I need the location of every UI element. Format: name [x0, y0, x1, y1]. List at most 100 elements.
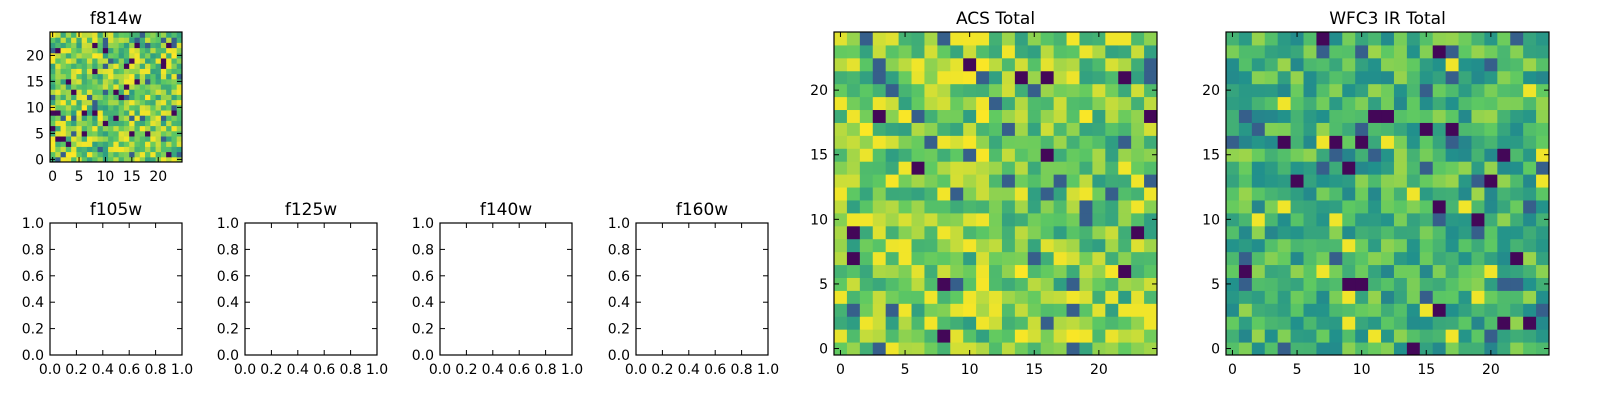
- heatmap-cell: [924, 44, 938, 59]
- heatmap-cell: [1251, 290, 1266, 304]
- heatmap-cell: [166, 130, 172, 137]
- heatmap-cell: [1105, 122, 1119, 136]
- heatmap-cell: [92, 151, 99, 158]
- heatmap-cell: [1432, 70, 1447, 85]
- heatmap-cell: [139, 156, 146, 163]
- heatmap-cell: [1092, 251, 1106, 266]
- heatmap-cell: [1419, 277, 1434, 291]
- heatmap-cell: [176, 32, 183, 38]
- heatmap-cell: [60, 37, 67, 43]
- heatmap-cell: [1066, 96, 1080, 111]
- heatmap-cell: [1105, 57, 1119, 72]
- heatmap-cell: [1226, 303, 1240, 317]
- heatmap-cell: [166, 110, 172, 116]
- y-tick-label: 15: [810, 148, 828, 164]
- heatmap-cell: [1053, 148, 1068, 162]
- heatmap-cell: [1510, 174, 1524, 188]
- heatmap-cell: [97, 58, 104, 64]
- heatmap-cell: [1251, 57, 1266, 72]
- heatmap-cell: [989, 161, 1003, 175]
- heatmap-cell: [1144, 161, 1158, 175]
- heatmap-cell: [1355, 303, 1369, 317]
- heatmap-cell: [1316, 187, 1330, 201]
- y-tick-label: 0.2: [412, 322, 434, 338]
- heatmap-cell: [1471, 187, 1485, 201]
- heatmap-cell: [1251, 83, 1266, 98]
- heatmap-cell: [1226, 264, 1240, 278]
- heatmap-cell: [81, 58, 88, 64]
- heatmap-cell: [160, 146, 167, 153]
- x-tick-label: 0.0: [429, 362, 451, 378]
- heatmap-cell: [1381, 238, 1395, 253]
- heatmap-cell: [976, 161, 990, 175]
- heatmap-cell: [123, 47, 130, 54]
- heatmap-cell: [1445, 199, 1460, 214]
- heatmap-cell: [937, 57, 951, 72]
- heatmap-cell: [859, 135, 874, 149]
- heatmap-cell: [1523, 316, 1537, 330]
- heatmap-cell: [1105, 96, 1119, 111]
- x-tick-label: 0.2: [455, 362, 477, 378]
- heatmap-cell: [113, 136, 120, 142]
- heatmap-cell: [1368, 96, 1382, 111]
- heatmap-cell: [1014, 57, 1029, 72]
- heatmap-cell: [1105, 109, 1119, 123]
- heatmap-cell: [898, 148, 913, 162]
- heatmap-cell: [1510, 251, 1524, 266]
- heatmap-cell: [81, 68, 88, 75]
- f140w-panel: 0.0 0.2 0.4 0.6 0.8 1.00.00.20.40.60.81.0f140…: [412, 200, 583, 378]
- heatmap-cell: [911, 174, 925, 188]
- heatmap-cell: [885, 135, 900, 149]
- heatmap-cell: [176, 146, 183, 153]
- heatmap-cell: [1445, 148, 1460, 162]
- heatmap-cell: [911, 342, 925, 356]
- heatmap-cell: [166, 94, 172, 101]
- heatmap-cell: [1406, 96, 1421, 111]
- heatmap-cell: [1027, 32, 1042, 46]
- x-tick-label: 0.4: [482, 362, 504, 378]
- heatmap-cell: [963, 199, 977, 214]
- heatmap-cell: [963, 109, 977, 123]
- panel-title: ACS Total: [956, 9, 1035, 29]
- heatmap-cell: [834, 83, 848, 98]
- heatmap-cell: [55, 32, 62, 38]
- heatmap-cell: [166, 146, 172, 153]
- heatmap-cell: [1419, 109, 1434, 123]
- y-tick-label: 15: [1202, 148, 1220, 164]
- heatmap-cell: [976, 199, 990, 214]
- heatmap-cell: [113, 68, 120, 75]
- y-tick-label: 1.0: [412, 216, 434, 232]
- heatmap-cell: [139, 37, 146, 43]
- heatmap-cell: [963, 277, 977, 291]
- heatmap-cell: [1458, 32, 1472, 46]
- heatmap-cell: [139, 151, 146, 158]
- heatmap-cell: [118, 47, 125, 54]
- heatmap-cell: [1131, 83, 1145, 98]
- heatmap-cell: [846, 32, 861, 46]
- heatmap-cell: [885, 212, 900, 227]
- heatmap-cell: [976, 316, 990, 330]
- heatmap-cell: [150, 156, 157, 163]
- y-tick-label: 0.0: [217, 348, 239, 364]
- heatmap-cell: [81, 84, 88, 90]
- heatmap-cell: [1144, 329, 1158, 343]
- heatmap-cell: [55, 136, 62, 142]
- heatmap-cell: [102, 84, 109, 90]
- heatmap-cell: [1458, 57, 1472, 72]
- heatmap-cell: [134, 84, 141, 90]
- heatmap-cell: [55, 68, 62, 75]
- heatmap-cell: [86, 42, 93, 49]
- heatmap-cell: [171, 73, 178, 80]
- heatmap-cell: [65, 32, 72, 38]
- heatmap-cell: [1342, 329, 1356, 343]
- heatmap-cell: [118, 58, 125, 64]
- heatmap-cell: [102, 68, 109, 75]
- heatmap-cell: [911, 135, 925, 149]
- heatmap-cell: [859, 148, 874, 162]
- heatmap-cell: [1355, 96, 1369, 111]
- heatmap-cell: [1027, 316, 1042, 330]
- heatmap-cell: [1419, 148, 1434, 162]
- heatmap-cell: [1079, 122, 1093, 136]
- heatmap-cell: [50, 110, 56, 116]
- heatmap-cell: [92, 68, 99, 75]
